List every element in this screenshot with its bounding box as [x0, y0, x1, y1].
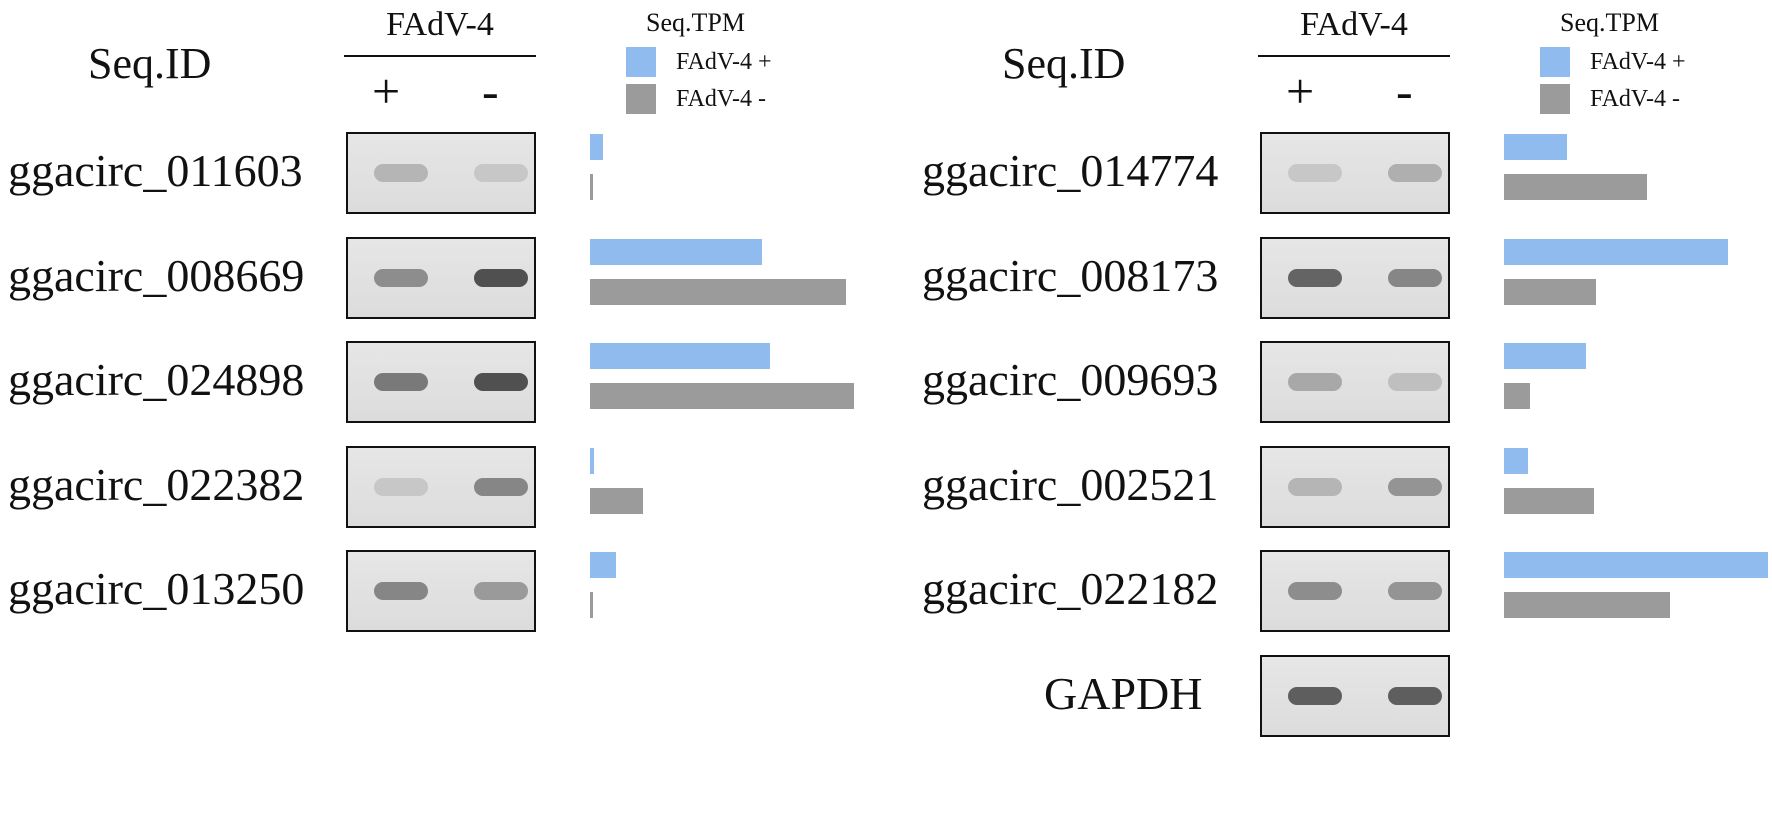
- minus-lane-label: -: [482, 63, 499, 119]
- left-panel: Seq.ID FAdV-4 + - Seq.TPM FAdV-4 + FAdV-…: [8, 6, 854, 632]
- tpm-bar-negative: [1504, 174, 1647, 200]
- band-negative: [1388, 582, 1442, 600]
- tpm-bar-positive: [590, 552, 617, 578]
- minus-lane-label: -: [1396, 63, 1413, 119]
- tpm-bar-positive: [1504, 343, 1586, 369]
- legend-item-negative: FAdV-4 -: [626, 84, 766, 114]
- band-negative: [474, 268, 528, 287]
- band-positive: [374, 268, 428, 287]
- legend-swatch-negative: [1540, 84, 1570, 114]
- row-label: ggacirc_011603: [8, 145, 303, 196]
- seq-id-header: Seq.ID: [88, 39, 212, 88]
- tpm-bar-negative: [590, 278, 847, 305]
- legend-label-negative: FAdV-4 -: [676, 86, 767, 112]
- band-negative: [1388, 164, 1442, 182]
- legend-item-negative: FAdV-4 -: [1540, 84, 1680, 114]
- legend-swatch-negative: [626, 84, 656, 114]
- legend-label-positive: FAdV-4 +: [676, 49, 772, 75]
- row-label: ggacirc_002521: [922, 458, 1219, 510]
- tpm-bar-negative: [590, 487, 643, 514]
- tpm-bar-positive: [1504, 238, 1729, 265]
- tpm-bar-positive: [1504, 134, 1568, 160]
- row-label: ggacirc_009693: [922, 354, 1219, 405]
- band-negative: [474, 373, 528, 391]
- tpm-bar-positive: [590, 134, 604, 160]
- group-underline: [344, 55, 536, 57]
- legend-item-positive: FAdV-4 +: [1540, 47, 1686, 77]
- gel-image: [346, 236, 536, 319]
- gel-image: [1260, 550, 1450, 632]
- legend-title: Seq.TPM: [646, 8, 745, 37]
- tpm-bar-positive: [590, 343, 770, 369]
- gel-image: [1260, 445, 1450, 528]
- gel-image: [346, 341, 536, 423]
- row-label: ggacirc_013250: [8, 563, 305, 614]
- gel-image: [346, 550, 536, 632]
- plus-lane-label: +: [372, 63, 401, 119]
- row-label: ggacirc_014774: [922, 145, 1219, 196]
- band-negative: [1388, 686, 1442, 705]
- row-label: ggacirc_008669: [8, 249, 305, 301]
- tpm-bar-negative: [1504, 383, 1531, 409]
- tpm-bar-negative: [1504, 487, 1594, 514]
- tpm-bar-positive: [1504, 447, 1528, 474]
- tpm-bar-negative: [590, 383, 854, 409]
- legend-swatch-positive: [1540, 47, 1570, 77]
- plus-lane-label: +: [1286, 63, 1315, 119]
- tpm-bar-negative: [1504, 278, 1597, 305]
- band-negative: [474, 477, 528, 496]
- legend-label-negative: FAdV-4 -: [1590, 86, 1681, 112]
- legend-swatch-positive: [626, 47, 656, 77]
- band-positive: [1288, 268, 1342, 287]
- gel-image: [346, 132, 536, 214]
- legend-label-positive: FAdV-4 +: [1590, 49, 1686, 75]
- band-positive: [374, 373, 428, 391]
- gel-image: [1260, 132, 1450, 214]
- band-negative: [474, 164, 528, 182]
- gel-image: [1260, 654, 1450, 737]
- row-label: ggacirc_022382: [8, 458, 305, 510]
- band-negative: [1388, 477, 1442, 496]
- row-label: ggacirc_024898: [8, 354, 305, 405]
- right-panel: Seq.ID FAdV-4 + - Seq.TPM FAdV-4 + FAdV-…: [914, 0, 1772, 834]
- row-label: ggacirc_008173: [922, 249, 1219, 301]
- row-label: ggacirc_022182: [922, 563, 1219, 614]
- band-negative: [474, 582, 528, 600]
- legend-item-positive: FAdV-4 +: [626, 47, 772, 77]
- group-underline: [1258, 55, 1450, 57]
- group-label: FAdV-4: [386, 6, 494, 43]
- tpm-bar-negative: [590, 174, 593, 200]
- tpm-bar-positive: [1504, 552, 1768, 578]
- band-positive: [1288, 164, 1342, 182]
- tpm-bar-positive: [590, 447, 594, 474]
- group-label: FAdV-4: [1300, 6, 1408, 43]
- tpm-bar-negative: [590, 592, 593, 618]
- band-positive: [1288, 373, 1342, 391]
- band-positive: [1288, 686, 1342, 705]
- band-positive: [1288, 582, 1342, 600]
- band-positive: [374, 582, 428, 600]
- band-negative: [1388, 373, 1442, 391]
- gel-image: [346, 445, 536, 528]
- gel-image: [1260, 341, 1450, 423]
- band-positive: [374, 164, 428, 182]
- seq-id-header: Seq.ID: [1002, 39, 1126, 88]
- band-positive: [374, 477, 428, 496]
- band-positive: [1288, 477, 1342, 496]
- gel-image: [1260, 236, 1450, 319]
- band-negative: [1388, 268, 1442, 287]
- legend-title: Seq.TPM: [1560, 8, 1659, 37]
- row-label: GAPDH: [1044, 667, 1203, 719]
- tpm-bar-positive: [590, 238, 762, 265]
- tpm-bar-negative: [1504, 592, 1671, 618]
